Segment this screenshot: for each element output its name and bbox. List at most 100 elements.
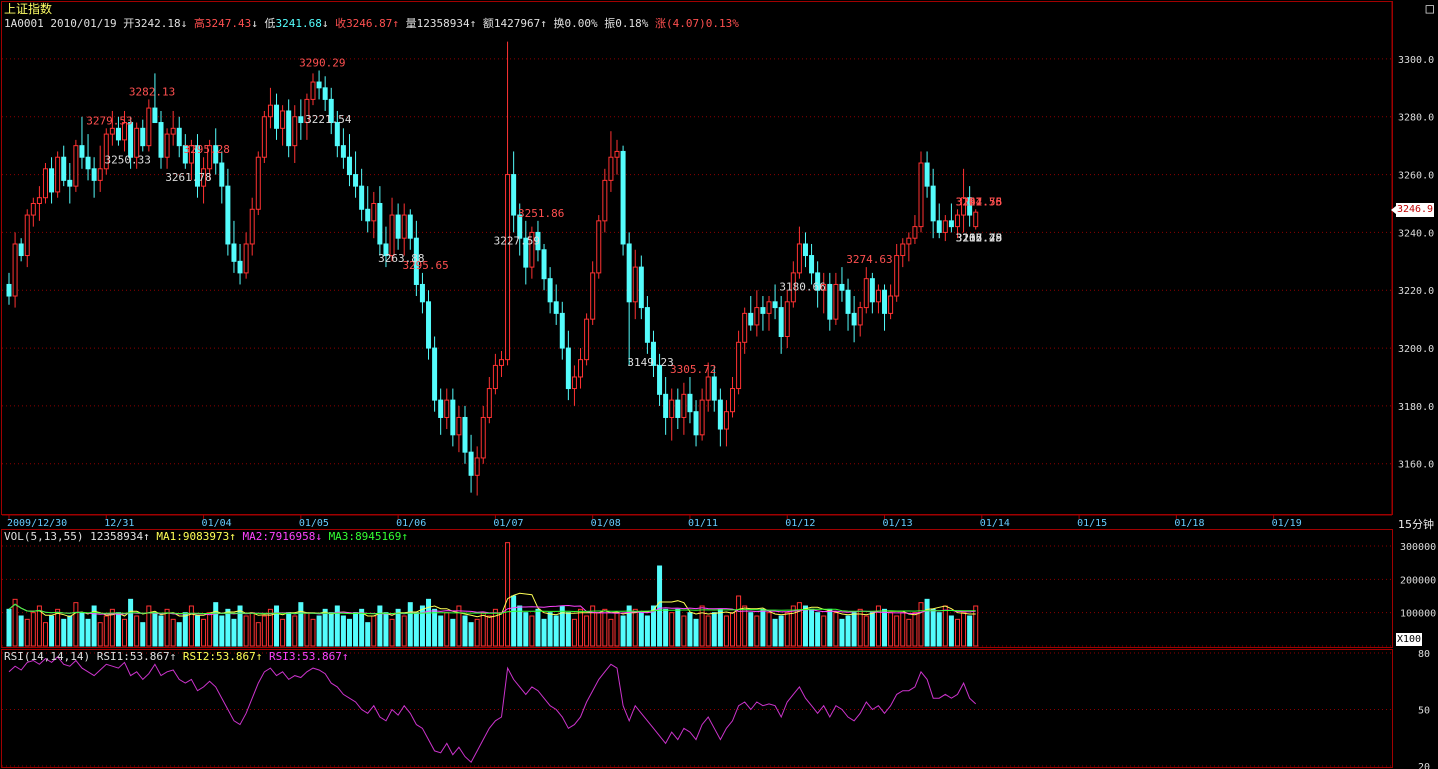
volume-bar <box>122 618 128 647</box>
volume-tick-label: 300000 <box>1400 542 1436 553</box>
volume-bar <box>492 608 498 647</box>
candle-body <box>906 237 912 245</box>
low-annotation: 3261.78 <box>165 171 211 184</box>
candle-body <box>620 150 626 245</box>
candle-body <box>456 416 462 436</box>
volume-bar <box>413 612 419 647</box>
candle-body <box>115 127 121 141</box>
candle-body <box>286 110 292 147</box>
volume-bar <box>809 608 815 647</box>
candle-body <box>389 214 395 257</box>
volume-bar <box>669 612 675 647</box>
period-label[interactable]: 15分钟 <box>1398 518 1434 531</box>
volume-ma2: 7916958 <box>268 530 316 543</box>
volume-indicator-name[interactable]: VOL(5,13,55) <box>4 530 84 543</box>
rsi3-label: RSI3: <box>268 650 303 663</box>
candle-body <box>134 127 140 158</box>
volume-bar <box>419 605 425 647</box>
volume-bar <box>498 612 504 647</box>
volume-bar <box>213 602 219 647</box>
volume-bar <box>717 608 723 647</box>
volume-bar <box>742 605 748 647</box>
date-tick-label: 01/04 <box>202 518 232 529</box>
volume-bar <box>541 618 547 647</box>
candle-body <box>158 122 164 158</box>
volume-bar <box>973 605 979 647</box>
candle-body <box>523 237 529 268</box>
candle-body <box>699 399 705 436</box>
candle-body <box>875 289 881 303</box>
candle-body <box>936 220 942 233</box>
date-tick-label: 2009/12/30 <box>7 518 67 529</box>
volume-bar <box>280 618 286 647</box>
volume-bar <box>869 612 875 647</box>
candle-body <box>55 156 61 193</box>
volume-bar <box>954 618 960 647</box>
candle-body <box>438 399 444 418</box>
candle-body <box>450 399 456 436</box>
price-tick-label: 3240.0 <box>1398 228 1434 239</box>
candle-body <box>638 266 644 309</box>
candle-body <box>882 289 888 314</box>
volume-bar <box>888 612 894 647</box>
candle-body <box>280 110 286 129</box>
candle-body <box>553 301 559 314</box>
volume-bar <box>97 622 103 647</box>
chart-title: 上证指数 <box>4 2 53 16</box>
quote-change-label: 涨 <box>655 17 667 30</box>
candle-body <box>30 202 36 216</box>
volume-bar <box>365 622 371 647</box>
quote-turnover-label: 换 <box>553 17 565 30</box>
high-annotation: 3222.56 <box>956 195 1002 208</box>
volume-bar <box>188 605 194 647</box>
volume-bar <box>754 615 760 647</box>
volume-bar <box>553 615 559 647</box>
candle-body <box>207 145 213 170</box>
volume-bar <box>675 608 681 647</box>
volume-bar <box>590 605 596 647</box>
date-tick-label: 01/05 <box>299 518 329 529</box>
volume-bar <box>638 612 644 647</box>
low-annotation: 3202.49 <box>956 232 1002 245</box>
rsi2-value: 53.867 <box>215 650 256 663</box>
rsi-indicator-name[interactable]: RSI(14,14,14) <box>4 650 91 663</box>
volume-bar <box>511 595 517 647</box>
volume-bar <box>644 615 650 647</box>
rsi-line <box>8 656 977 764</box>
volume-bar <box>900 612 906 647</box>
candle-body <box>371 202 377 222</box>
candle-body <box>61 156 67 181</box>
low-annotation: 3237.25 <box>956 232 1002 245</box>
rsi3-arrow: ↑ <box>341 650 349 663</box>
candle-body <box>413 237 419 285</box>
high-annotation: 3295.65 <box>402 259 448 272</box>
volume-bar <box>103 615 109 647</box>
price-tick-label: 3220.0 <box>1398 286 1434 297</box>
window-icon[interactable]: □ <box>1425 1 1434 17</box>
candle-body <box>930 185 936 222</box>
volume-bar <box>505 542 511 647</box>
volume-ma3-line <box>8 603 976 615</box>
volume-bar <box>815 612 821 647</box>
candle-body <box>194 145 200 187</box>
volume-bar <box>699 605 705 647</box>
volume-bar <box>456 605 462 647</box>
candle-body <box>754 307 760 326</box>
candle-body <box>353 174 359 187</box>
volume-bar <box>912 612 918 647</box>
volume-bar <box>134 615 140 647</box>
candle-body <box>152 107 158 124</box>
candle-body <box>225 185 231 245</box>
volume-bar <box>802 605 808 647</box>
quote-amt-arrow: ↑ <box>540 17 547 30</box>
candle-body <box>462 416 468 453</box>
volume-bar <box>255 622 261 647</box>
date-tick-label: 12/31 <box>104 518 134 529</box>
volume-bar <box>760 608 766 647</box>
volume-bar <box>24 618 30 647</box>
volume-bar <box>936 612 942 647</box>
candle-body <box>42 168 48 199</box>
volume-bar <box>298 602 304 647</box>
volume-bar <box>565 612 571 647</box>
